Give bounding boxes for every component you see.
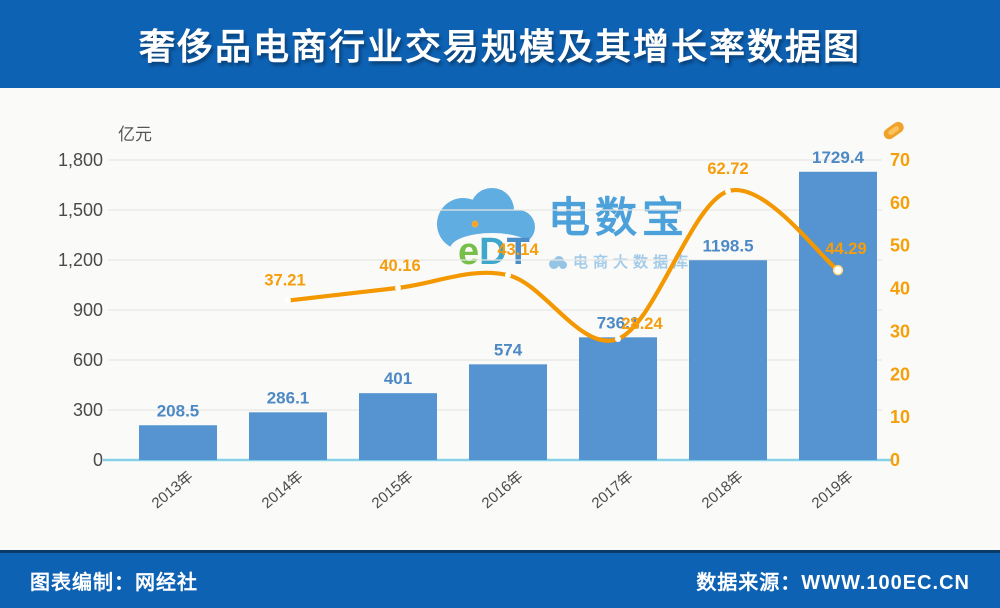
bar [139, 425, 217, 460]
right-tick-label: 20 [890, 364, 910, 384]
watermark-edt-text: eDT [458, 231, 530, 273]
bar-value-label: 1729.4 [812, 148, 865, 167]
right-tick-label: 70 [890, 150, 910, 170]
chart-title: 奢侈品电商行业交易规模及其增长率数据图 [138, 26, 861, 67]
right-tick-label: 40 [890, 279, 910, 299]
bar-value-label: 208.5 [157, 401, 200, 420]
bar-line-chart: 03006009001,2001,5001,800208.52013年286.1… [58, 121, 910, 512]
right-tick-label: 0 [890, 450, 900, 470]
bar-value-label: 286.1 [267, 388, 310, 407]
x-tick-label: 2016年 [479, 468, 527, 512]
x-tick-label-group: 2015年 [369, 468, 417, 512]
growth-point [285, 297, 291, 304]
y-tick-label: 900 [73, 300, 103, 320]
right-tick-label: 10 [890, 407, 910, 427]
bar [249, 412, 327, 460]
growth-value-label: 44.29 [825, 240, 866, 258]
bar [799, 171, 877, 460]
bar [579, 337, 657, 460]
y-tick-label: 1,800 [58, 150, 103, 170]
x-tick-label-group: 2017年 [589, 468, 637, 512]
bar [469, 364, 547, 460]
growth-point [395, 284, 401, 291]
growth-value-label: 40.16 [379, 257, 420, 275]
x-tick-label: 2017年 [589, 468, 637, 512]
bar-value-label: 736.1 [597, 313, 640, 332]
growth-value-label: 37.21 [264, 272, 305, 290]
footer-source: 数据来源：WWW.100EC.CN [696, 572, 970, 594]
growth-value-label: 62.72 [707, 160, 748, 178]
y-tick-label: 1,200 [58, 250, 103, 270]
x-tick-label-group: 2014年 [259, 468, 307, 512]
growth-point [505, 272, 511, 279]
x-tick-label: 2018年 [699, 468, 747, 512]
bar-value-label: 1198.5 [702, 236, 753, 255]
footer-bar: 图表编制：网经社 数据来源：WWW.100EC.CN [0, 550, 1000, 608]
y-tick-label: 300 [73, 400, 103, 420]
growth-point [615, 335, 621, 342]
x-tick-label-group: 2016年 [479, 468, 527, 512]
bar [689, 260, 767, 460]
left-axis-unit-label: 亿元 [118, 125, 152, 144]
watermark-brand: 电数宝 [548, 194, 690, 241]
right-tick-label: 60 [890, 193, 910, 213]
right-tick-label: 50 [890, 236, 910, 256]
bar [359, 393, 437, 460]
growth-point [725, 188, 731, 195]
x-tick-label-group: 2019年 [809, 468, 857, 512]
growth-point [832, 264, 844, 276]
y-tick-label: 1,500 [58, 200, 103, 220]
growth-value-label: 43.14 [497, 241, 539, 259]
right-tick-label: 30 [890, 321, 910, 341]
y-tick-label: 600 [73, 350, 103, 370]
bar-value-label: 574 [494, 340, 523, 359]
footer-credit: 图表编制：网经社 [30, 572, 198, 594]
chart-area: 亿元 eDT 电数宝 电商大数据库 [0, 88, 1000, 550]
x-tick-label: 2014年 [259, 468, 307, 512]
x-tick-label: 2013年 [149, 468, 197, 512]
x-tick-label-group: 2013年 [149, 468, 197, 512]
growth-value-label: 28.24 [621, 315, 663, 333]
x-tick-label: 2015年 [369, 468, 417, 512]
bar-value-label: 401 [384, 369, 412, 388]
watermark-subtitle: 电商大数据库 [573, 254, 694, 271]
x-tick-label-group: 2018年 [699, 468, 747, 512]
cloud-icon: eDT [437, 188, 535, 273]
percent-axis-icon [883, 121, 904, 140]
y-tick-label: 0 [93, 450, 103, 470]
title-bar: 奢侈品电商行业交易规模及其增长率数据图 [0, 0, 1000, 88]
x-tick-label: 2019年 [809, 468, 857, 512]
